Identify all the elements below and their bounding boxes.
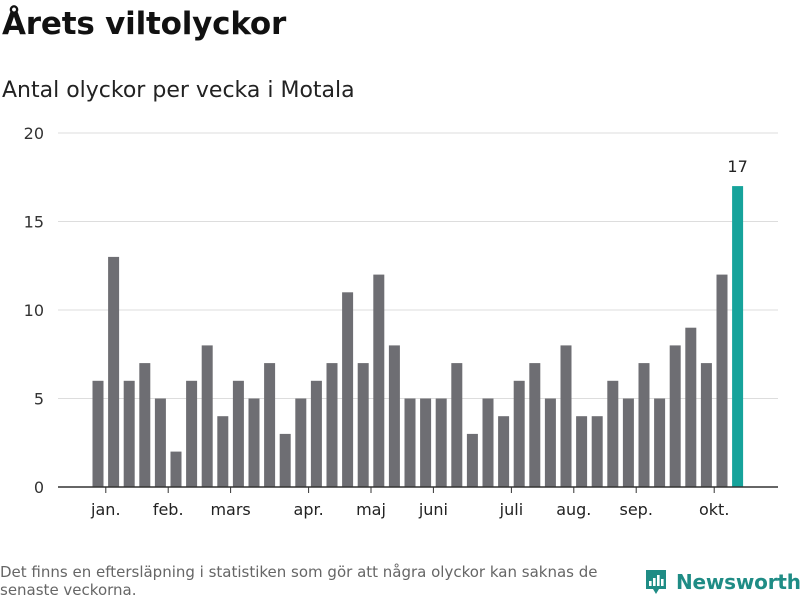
bar [310,380,322,487]
x-tick-label: sep. [619,500,652,519]
x-tick-label: okt. [699,500,729,519]
y-tick-label: 0 [34,478,44,497]
bar [342,292,354,487]
bar [700,363,712,487]
bar [669,345,681,487]
bar [529,363,541,487]
brand-logo: Newsworthy [644,568,800,596]
bar [388,345,400,487]
bar-highlight [732,186,744,487]
x-tick-label: maj [356,500,386,519]
bar [716,274,728,487]
bar [170,451,182,487]
bar [638,363,650,487]
x-tick-label: juni [418,500,448,519]
bar [576,416,588,487]
bar [186,380,198,487]
bar [357,363,369,487]
data-label: 17 [727,157,747,176]
bar [544,398,556,487]
bar [685,327,697,487]
bar [295,398,307,487]
bar [451,363,463,487]
bar [420,398,432,487]
x-tick-label: jan. [90,500,120,519]
bar [513,380,525,487]
bar [139,363,151,487]
x-tick-label: aug. [556,500,591,519]
chart-subtitle: Antal olyckor per vecka i Motala [2,78,355,103]
bar [591,416,603,487]
newsworthy-logo-icon [646,570,666,594]
bar [466,433,478,487]
y-tick-label: 20 [24,124,44,143]
bar [654,398,666,487]
bar [264,363,276,487]
bar [92,380,104,487]
bar [201,345,213,487]
bar [373,274,385,487]
bar [108,256,120,487]
brand-name: Newsworthy [676,570,800,594]
bar [279,433,291,487]
x-tick-label: mars [210,500,250,519]
bar [622,398,634,487]
y-tick-label: 5 [34,390,44,409]
bar [560,345,572,487]
bar [482,398,494,487]
bar [435,398,447,487]
bar [154,398,166,487]
footnote: Det finns en eftersläpning i statistiken… [0,563,598,599]
y-tick-label: 10 [24,301,44,320]
bar [607,380,619,487]
bar [498,416,510,487]
bar [404,398,416,487]
chart-title: Årets viltolyckor [2,6,287,42]
x-tick-label: feb. [153,500,184,519]
bar [123,380,135,487]
bar-chart: 0 5 10 15 20 jan. feb. mars apr. maj juni juli aug. s… [24,124,778,519]
bar [326,363,338,487]
bar [248,398,260,487]
x-tick-label: juli [499,500,523,519]
bar [217,416,229,487]
y-tick-label: 15 [24,213,44,232]
bar [232,380,244,487]
x-tick-label: apr. [294,500,324,519]
